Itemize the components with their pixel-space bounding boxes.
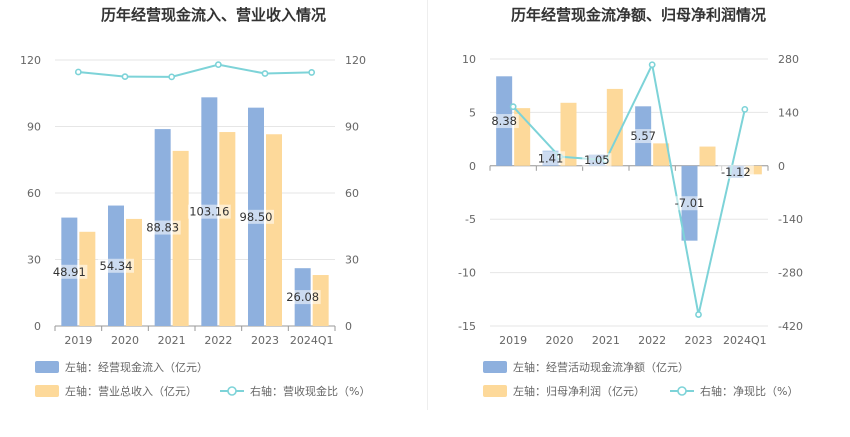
left-chart: 0 30 60 90 120 0 30 60 90 120 2019 2020 2021 2022 2023… bbox=[20, 54, 370, 398]
left-data-label: 26.08 bbox=[286, 290, 319, 304]
right-bar-secondary bbox=[560, 102, 577, 166]
left-left-tick-label: 30 bbox=[27, 254, 41, 267]
right-x-label: 2021 bbox=[592, 334, 620, 347]
left-legend-swatch-marker bbox=[227, 386, 237, 396]
left-data-label-bg bbox=[187, 204, 231, 219]
right-right-tick-label: 280 bbox=[778, 53, 799, 66]
right-ratio-line bbox=[512, 61, 746, 315]
left-data-label: 88.83 bbox=[146, 221, 179, 235]
left-bar-secondary bbox=[79, 231, 96, 326]
left-chart-title: 历年经营现金流入、营业收入情况 bbox=[100, 6, 326, 24]
panel-divider bbox=[427, 0, 428, 410]
left-right-tick-label: 0 bbox=[345, 320, 352, 333]
right-bar-secondary bbox=[699, 146, 716, 166]
left-legend-swatch-primary bbox=[35, 361, 59, 373]
right-ratio-point bbox=[648, 61, 656, 69]
right-data-label-bg bbox=[717, 164, 754, 179]
right-data-label-bg bbox=[671, 196, 708, 211]
right-legend-label-line: 右轴：净现比（%） bbox=[700, 384, 798, 398]
right-right-tick-label: -280 bbox=[778, 267, 803, 280]
left-right-tick-label: 60 bbox=[345, 187, 359, 200]
left-bar-secondary bbox=[219, 132, 236, 326]
right-ratio-point bbox=[741, 105, 749, 113]
left-bar-secondary bbox=[172, 150, 189, 326]
right-right-tick-label: 0 bbox=[778, 160, 785, 173]
right-x-label: 2023 bbox=[685, 334, 713, 347]
left-bar-secondary bbox=[266, 134, 282, 326]
left-x-label: 2019 bbox=[64, 334, 92, 347]
right-data-label-bg bbox=[628, 129, 658, 144]
right-right-tick-label: -420 bbox=[778, 320, 803, 333]
right-left-tick-label: 10 bbox=[462, 53, 476, 66]
right-data-label: 8.38 bbox=[491, 114, 517, 128]
right-data-label-bg bbox=[535, 151, 566, 166]
left-x-label: 2021 bbox=[158, 334, 186, 347]
right-data-label: 1.41 bbox=[538, 151, 564, 165]
left-data-label-bg bbox=[98, 258, 134, 273]
right-left-tick-label: -5 bbox=[465, 213, 476, 226]
right-legend-label-secondary: 左轴：归母净利润（亿元） bbox=[513, 384, 645, 398]
left-legend-label-secondary: 左轴：营业总收入（亿元） bbox=[65, 384, 197, 398]
right-data-label: -7.01 bbox=[675, 196, 705, 210]
left-right-tick-label: 120 bbox=[345, 54, 366, 67]
right-left-tick-label: 5 bbox=[469, 106, 476, 119]
left-right-tick-label: 90 bbox=[345, 121, 359, 134]
right-legend-label-primary: 左轴：经营活动现金流净额（亿元） bbox=[513, 360, 689, 374]
left-ratio-point bbox=[308, 69, 316, 76]
right-ratio-point bbox=[509, 103, 517, 111]
right-left-tick-label: -15 bbox=[458, 320, 476, 333]
left-data-label-bg bbox=[144, 220, 181, 235]
left-ratio-point bbox=[261, 70, 269, 77]
right-data-label-bg bbox=[582, 153, 612, 168]
right-bar-secondary bbox=[653, 143, 670, 166]
left-x-label: 2020 bbox=[111, 334, 139, 347]
right-bar-secondary bbox=[745, 165, 762, 175]
left-data-label: 98.50 bbox=[240, 210, 273, 224]
right-right-tick-label: -140 bbox=[778, 213, 803, 226]
left-right-tick-label: 30 bbox=[345, 254, 359, 267]
right-data-label: 1.05 bbox=[584, 153, 610, 167]
left-data-label-bg bbox=[238, 209, 274, 224]
left-ratio-line bbox=[78, 63, 312, 78]
right-chart: 10 5 0 -5 -10 -15 280 140 0 -140 -280 -420 2019 2020 2… bbox=[458, 53, 803, 398]
left-x-label: 2024Q1 bbox=[290, 334, 334, 347]
right-data-label: -1.12 bbox=[721, 165, 751, 179]
left-left-tick-label: 120 bbox=[20, 54, 41, 67]
right-data-label-bg bbox=[489, 114, 519, 129]
right-legend-swatch-primary bbox=[483, 361, 507, 373]
left-data-label-bg bbox=[51, 264, 88, 279]
left-data-label: 54.34 bbox=[100, 259, 133, 273]
left-ratio-point bbox=[214, 61, 222, 69]
left-legend-swatch-secondary bbox=[35, 385, 59, 397]
left-data-label-bg bbox=[284, 290, 321, 305]
left-left-tick-label: 0 bbox=[34, 320, 41, 333]
right-data-label: 5.57 bbox=[630, 129, 656, 143]
left-x-label: 2023 bbox=[251, 334, 279, 347]
left-left-tick-label: 60 bbox=[27, 187, 41, 200]
left-x-label: 2022 bbox=[204, 334, 232, 347]
right-right-tick-label: 140 bbox=[778, 106, 799, 119]
right-legend-swatch-marker bbox=[677, 386, 687, 396]
left-ratio-point bbox=[74, 68, 82, 76]
right-left-tick-label: 0 bbox=[469, 160, 476, 173]
right-x-label: 2020 bbox=[546, 334, 574, 347]
left-legend-label-primary: 左轴：经营现金流入（亿元） bbox=[65, 360, 208, 374]
right-x-label: 2022 bbox=[638, 334, 666, 347]
right-x-label: 2019 bbox=[499, 334, 527, 347]
left-left-tick-label: 90 bbox=[27, 121, 41, 134]
left-ratio-point bbox=[121, 73, 129, 81]
left-legend-label-line: 右轴：营收现金比（%） bbox=[250, 384, 370, 398]
left-ratio-point bbox=[168, 73, 176, 81]
right-legend-swatch-secondary bbox=[483, 385, 507, 397]
left-data-label: 103.16 bbox=[189, 205, 229, 219]
right-left-tick-label: -10 bbox=[458, 267, 476, 280]
right-bar-secondary bbox=[606, 88, 623, 166]
right-chart-title: 历年经营现金流净额、归母净利润情况 bbox=[510, 6, 766, 24]
left-data-label: 48.91 bbox=[53, 265, 86, 279]
right-x-label: 2024Q1 bbox=[723, 334, 767, 347]
right-ratio-point bbox=[695, 311, 702, 318]
